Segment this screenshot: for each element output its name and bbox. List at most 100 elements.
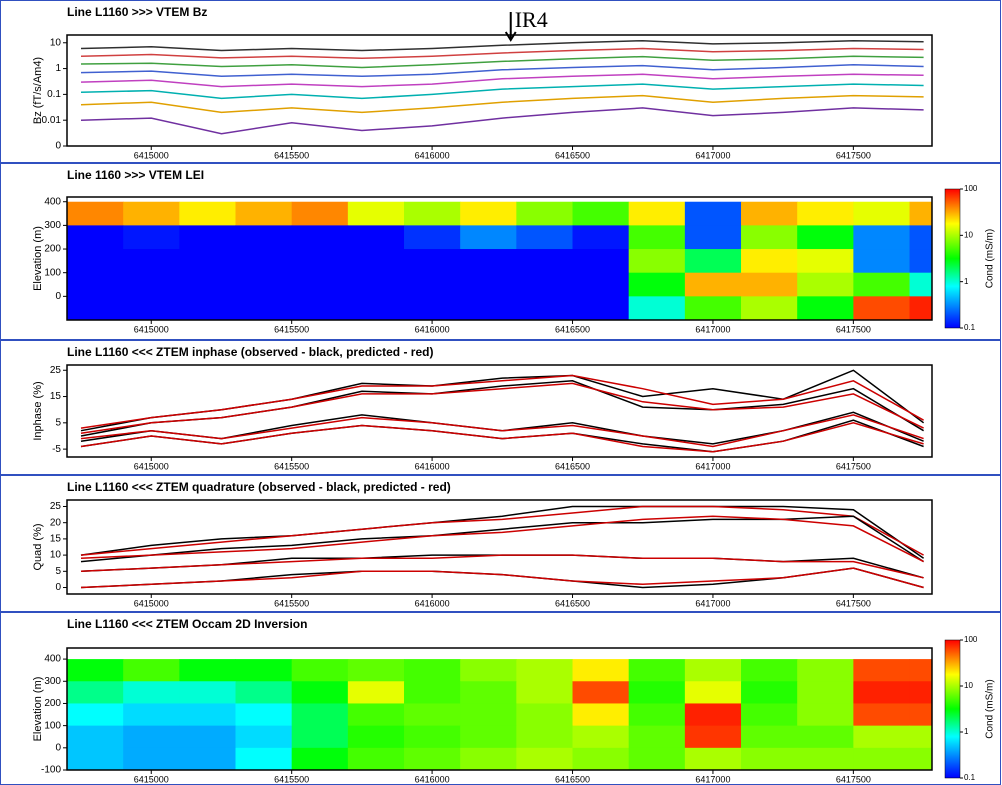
x-tick-label: 6415000 — [134, 598, 169, 608]
heat-cell — [516, 249, 574, 274]
y-tick-label: 10 — [50, 37, 62, 48]
heat-cell — [572, 249, 630, 274]
heat-cell — [67, 296, 124, 320]
colorbar-tick-label: 10 — [964, 230, 973, 239]
x-tick-label: 6417500 — [836, 150, 871, 160]
heat-cell — [123, 681, 180, 704]
x-tick-label: 6415000 — [134, 461, 169, 471]
x-tick-label: 6415500 — [274, 324, 309, 334]
heat-cell — [347, 659, 405, 682]
heat-cell — [67, 272, 124, 297]
heat-cell — [853, 296, 911, 320]
heat-cell — [67, 201, 124, 226]
y-tick-label: 20 — [50, 517, 62, 528]
x-tick-label: 6417000 — [695, 774, 730, 784]
x-tick-label: 6416000 — [415, 150, 450, 160]
x-tick-label: 6415500 — [274, 461, 309, 471]
x-tick-label: 6416000 — [415, 598, 450, 608]
heat-cell — [853, 747, 911, 770]
heat-cell — [628, 681, 686, 704]
heat-cell — [909, 272, 932, 297]
y-tick-label: 5 — [55, 417, 61, 428]
y-tick-label: 0 — [55, 582, 61, 593]
heat-cell — [684, 703, 742, 727]
plot-frame — [66, 34, 933, 147]
y-tick-label: 15 — [50, 534, 62, 545]
heat-cell — [909, 296, 932, 320]
y-tick-label: 0 — [55, 141, 61, 152]
heat-cell — [516, 272, 574, 297]
heat-cell — [797, 272, 854, 297]
heat-cell — [853, 249, 911, 274]
colorbar-tick-label: 100 — [964, 635, 978, 644]
heat-cell — [684, 225, 742, 250]
y-tick-label: 200 — [44, 244, 61, 255]
y-tick-label: 0.01 — [42, 115, 62, 126]
y-tick-label: 300 — [44, 220, 61, 231]
heat-cell — [291, 725, 349, 749]
heat-cell — [684, 201, 742, 226]
series-line — [80, 505, 925, 559]
colorbar-tick-label: 0.1 — [964, 773, 976, 782]
heat-cell — [741, 703, 798, 727]
heat-cell — [909, 659, 932, 682]
heat-cell — [572, 681, 630, 704]
heat-cell — [291, 249, 349, 274]
y-tick-label: 300 — [44, 676, 61, 687]
annotation: IR4 — [515, 7, 548, 32]
series-line — [80, 374, 924, 429]
plot-area — [67, 659, 932, 770]
series-line — [80, 94, 924, 114]
heat-cell — [404, 703, 461, 727]
heat-cell — [291, 659, 349, 682]
y-axis-label: Elevation (m) — [32, 226, 44, 291]
heat-cell — [235, 225, 293, 250]
heat-cell — [404, 249, 461, 274]
y-tick-label: 25 — [50, 501, 62, 512]
x-tick-label: 6417500 — [836, 598, 871, 608]
heat-cell — [741, 747, 798, 770]
panel-title: Line L1160 <<< ZTEM inphase (observed - … — [67, 345, 433, 359]
heat-cell — [179, 681, 237, 704]
x-tick-label: 6417500 — [836, 324, 871, 334]
series-line — [80, 422, 924, 453]
heat-cell — [741, 225, 798, 250]
heat-cell — [909, 201, 932, 226]
y-tick-label: 0 — [55, 742, 61, 753]
heat-cell — [797, 201, 854, 226]
x-tick-label: 6416500 — [555, 324, 590, 334]
heat-cell — [572, 703, 630, 727]
heat-cell — [123, 725, 180, 749]
heat-cell — [179, 249, 237, 274]
heat-cell — [404, 681, 461, 704]
plot-frame — [66, 364, 933, 458]
heat-cell — [404, 747, 461, 770]
heat-cell — [684, 249, 742, 274]
heat-cell — [853, 703, 911, 727]
y-tick-label: 100 — [44, 720, 61, 731]
heat-cell — [460, 296, 517, 320]
heat-cell — [460, 659, 517, 682]
y-tick-label: 0.1 — [47, 89, 61, 100]
x-tick-label: 6417000 — [695, 150, 730, 160]
x-tick-label: 6417000 — [695, 461, 730, 471]
heat-cell — [67, 249, 124, 274]
heat-cell — [516, 225, 574, 250]
heat-cell — [741, 296, 798, 320]
series-line — [80, 382, 924, 435]
heat-cell — [123, 296, 180, 320]
heat-cell — [684, 272, 742, 297]
heat-cell — [684, 296, 742, 320]
y-tick-label: -100 — [41, 765, 61, 776]
panel-title: Line 1160 >>> VTEM LEI — [67, 168, 204, 182]
heat-cell — [123, 272, 180, 297]
heat-cell — [235, 747, 293, 770]
heat-cell — [404, 659, 461, 682]
colorbar-label: Cond (mS/m) — [985, 679, 996, 738]
heat-cell — [291, 747, 349, 770]
heat-cell — [235, 681, 293, 704]
heat-cell — [179, 296, 237, 320]
heat-cell — [741, 201, 798, 226]
heat-cell — [67, 703, 124, 727]
